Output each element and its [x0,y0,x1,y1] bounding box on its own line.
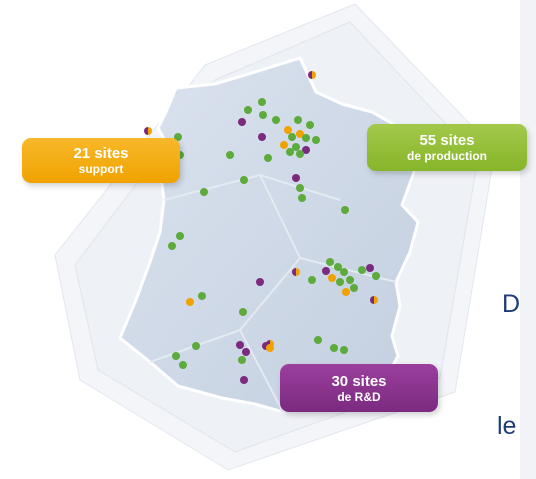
site-marker-support [266,344,274,352]
rnd-sites-count: 30 sites [331,372,387,390]
site-marker-production [288,133,296,141]
site-marker-mixed [308,71,316,79]
site-marker-production [312,136,320,144]
production-sites-label: de production [407,149,487,163]
site-marker-rnd [292,174,300,182]
right-edge-strip [520,0,536,479]
production-sites-badge: 55 sites de production [367,124,527,171]
site-marker-rnd [258,133,266,141]
site-marker-production [346,276,354,284]
site-marker-production [358,266,366,274]
site-marker-production [179,361,187,369]
site-marker-production [226,151,234,159]
site-marker-production [314,336,322,344]
site-marker-production [330,344,338,352]
site-marker-production [326,258,334,266]
site-marker-production [350,284,358,292]
site-marker-production [340,346,348,354]
site-marker-production [200,188,208,196]
site-marker-production [286,148,294,156]
site-marker-rnd [302,146,310,154]
site-marker-production [172,352,180,360]
site-marker-production [176,232,184,240]
site-marker-production [198,292,206,300]
site-marker-rnd [242,348,250,356]
site-marker-rnd [238,118,246,126]
site-marker-production [306,121,314,129]
site-marker-production [272,116,280,124]
site-marker-support [284,126,292,134]
site-marker-production [264,154,272,162]
site-marker-production [308,276,316,284]
support-sites-count: 21 sites [73,145,129,162]
site-marker-rnd [256,278,264,286]
site-marker-mixed [292,268,300,276]
site-marker-rnd [322,267,330,275]
site-marker-rnd [236,341,244,349]
site-marker-support [296,130,304,138]
site-marker-production [168,242,176,250]
production-sites-count: 55 sites [419,132,475,149]
site-marker-production [240,176,248,184]
france-map-shape [118,56,420,414]
site-marker-production [192,342,200,350]
site-marker-production [334,263,342,271]
site-marker-rnd [366,264,374,272]
site-marker-production [238,356,246,364]
site-marker-support [186,298,194,306]
site-marker-production [298,194,306,202]
site-marker-production [258,98,266,106]
site-marker-production [292,143,300,151]
site-marker-support [342,288,350,296]
support-sites-badge: 21 sites support [22,138,180,183]
rnd-sites-badge: 30 sites de R&D [280,364,438,412]
site-marker-rnd [240,376,248,384]
site-marker-production [294,116,302,124]
side-text-line-1: D [502,290,521,318]
site-marker-production [239,308,247,316]
site-marker-production [372,272,380,280]
sites-layer [144,71,380,384]
site-marker-production [341,206,349,214]
site-marker-production [302,134,310,142]
region-lines [149,173,397,413]
site-marker-support [280,141,288,149]
site-marker-production [296,150,304,158]
site-marker-production [259,111,267,119]
rnd-sites-label: de R&D [337,389,381,404]
site-marker-production [336,278,344,286]
site-marker-mixed [370,296,378,304]
site-marker-production [296,184,304,192]
side-text-line-2: le [497,412,517,440]
support-sites-label: support [78,162,124,176]
site-marker-support [328,274,336,282]
site-marker-production [340,268,348,276]
site-marker-mixed [144,127,152,135]
site-marker-production [244,106,252,114]
